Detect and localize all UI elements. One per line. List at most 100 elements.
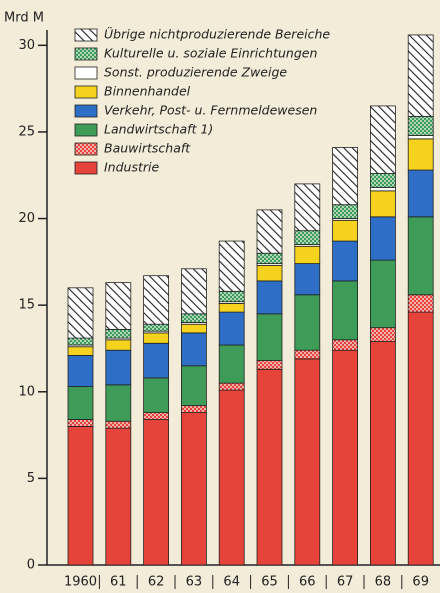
y-tick-label: 15 <box>18 298 35 313</box>
x-tick-label: 62 <box>148 575 165 590</box>
bar-segment <box>256 209 283 254</box>
bar-segment <box>105 420 132 429</box>
bar-segment <box>218 382 245 391</box>
bar-segment <box>294 349 321 360</box>
bar-segment <box>407 294 434 313</box>
bar-segment <box>180 405 207 413</box>
legend-swatch <box>74 28 98 42</box>
y-tick-label: 30 <box>18 38 35 53</box>
bar-segment <box>67 426 94 566</box>
bar-segment <box>256 313 283 361</box>
bar-segment <box>407 311 434 566</box>
y-tick-label: 10 <box>18 384 35 399</box>
bar-segment <box>332 349 359 566</box>
bar-segment <box>67 287 94 339</box>
x-tick-label: 69 <box>412 575 429 590</box>
bar-segment <box>294 183 321 232</box>
y-tick-label: 20 <box>18 211 35 226</box>
legend-label: Industrie <box>104 160 159 175</box>
x-tick-label: 61 <box>110 575 127 590</box>
bar-segment <box>332 147 359 206</box>
bar-segment <box>218 290 245 303</box>
bar-segment <box>218 311 245 346</box>
bar-segment <box>369 327 396 342</box>
bar-segment <box>105 329 132 339</box>
bar-segment <box>143 342 170 379</box>
bar-segment <box>143 275 170 325</box>
bar-segment <box>369 216 396 261</box>
bar-segment <box>332 240 359 282</box>
bar-segment <box>332 280 359 341</box>
x-tick-label: 64 <box>223 575 240 590</box>
bar-segment <box>332 219 359 242</box>
bar-segment <box>407 134 434 140</box>
bar-segment <box>256 360 283 370</box>
bar-segment <box>67 386 94 420</box>
y-tick-label: 5 <box>27 471 35 486</box>
legend-label: Bauwirtschaft <box>104 141 191 156</box>
bar-segment <box>105 427 132 566</box>
legend-swatch <box>74 66 98 80</box>
bar-segment <box>369 186 396 192</box>
bar-segment <box>143 332 170 344</box>
bar-segment <box>143 323 170 332</box>
legend-swatch <box>74 142 98 156</box>
bar-segment <box>180 365 207 407</box>
bar-segment <box>180 323 207 334</box>
bar-segment <box>218 240 245 292</box>
bar-segment <box>218 303 245 313</box>
bar-segment <box>67 346 94 356</box>
legend-label: Übrige nichtproduzierende Bereiche <box>104 26 330 42</box>
bar-segment <box>407 115 434 136</box>
legend-label: Kulturelle u. soziale Einrichtungen <box>104 46 317 61</box>
legend-swatch <box>74 104 98 118</box>
bar-segment <box>369 173 396 188</box>
bar-segment <box>218 389 245 566</box>
bar-segment <box>180 412 207 566</box>
legend-label: Sonst. produzierende Zweige <box>104 65 287 80</box>
bar-segment <box>294 294 321 351</box>
bar-segment <box>143 419 170 566</box>
y-tick-label: 25 <box>18 124 35 139</box>
x-tick-label: 68 <box>375 575 392 590</box>
bar-segment <box>180 332 207 367</box>
bar-segment <box>369 190 396 218</box>
bar-segment <box>256 368 283 566</box>
bar-segment <box>105 349 132 386</box>
y-tick-label: 0 <box>27 558 35 573</box>
bar-segment <box>180 313 207 323</box>
legend-swatch <box>74 161 98 175</box>
bar-segment <box>67 354 94 387</box>
x-tick-label: 65 <box>261 575 278 590</box>
x-tick-label: 1960 <box>64 575 97 590</box>
y-axis-label: Mrd M <box>4 11 44 26</box>
bar-segment <box>332 339 359 351</box>
bar-segment <box>105 339 132 351</box>
bar-segment <box>294 358 321 566</box>
bar-segment <box>256 252 283 264</box>
x-tick-label: 63 <box>186 575 203 590</box>
bar-segment <box>105 384 132 422</box>
x-tick-label: 67 <box>337 575 354 590</box>
bar-segment <box>143 377 170 413</box>
legend-swatch <box>74 47 98 61</box>
bar-segment <box>218 344 245 384</box>
bar-segment <box>407 169 434 218</box>
bar-segment <box>407 138 434 171</box>
bar-segment <box>143 412 170 420</box>
legend-swatch <box>74 85 98 99</box>
bar-segment <box>369 259 396 329</box>
bar-segment <box>67 419 94 427</box>
bar-segment <box>256 264 283 282</box>
legend-label: Binnenhandel <box>104 84 191 99</box>
bar-segment <box>407 34 434 117</box>
bar-segment <box>294 245 321 264</box>
bar-segment <box>294 263 321 296</box>
legend-label: Landwirtschaft 1) <box>104 122 213 137</box>
legend-label: Verkehr, Post- u. Fernmeldewesen <box>104 103 317 118</box>
bar-segment <box>369 105 396 174</box>
bar-segment <box>256 280 283 315</box>
bar-segment <box>67 337 94 346</box>
bar-segment <box>180 268 207 315</box>
